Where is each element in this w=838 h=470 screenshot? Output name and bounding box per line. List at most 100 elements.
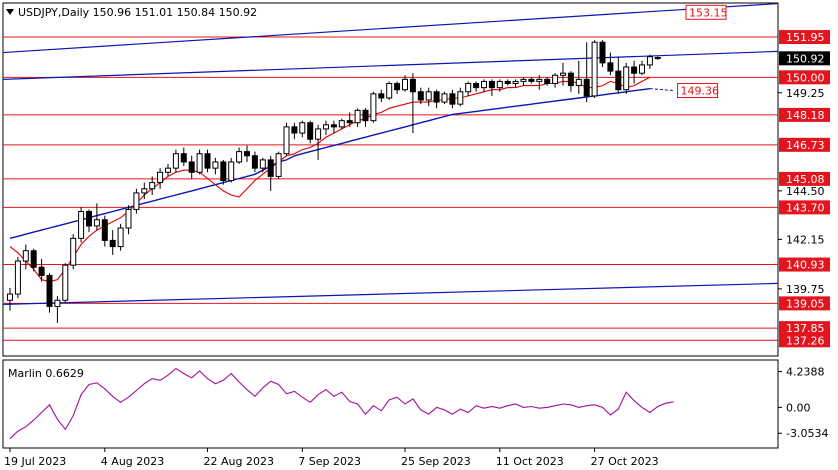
price-tag-label: 151.95 xyxy=(786,31,825,44)
price-tag-bg xyxy=(779,333,830,348)
chart-title: USDJPY,Daily 150.96 151.01 150.84 150.92 xyxy=(18,6,257,19)
candle-bear xyxy=(244,151,250,157)
candle-bull xyxy=(496,80,503,89)
candle-bull xyxy=(22,250,29,262)
price-tag-label: 150.00 xyxy=(786,71,825,84)
candle-bull xyxy=(370,93,377,122)
candle-bull xyxy=(157,171,164,184)
candle-bear xyxy=(394,83,401,91)
candle-bear xyxy=(291,126,298,134)
current-price-label: 150.92 xyxy=(786,52,825,65)
current-price-bg xyxy=(779,51,830,66)
indicator-label: -3.0534 xyxy=(786,427,828,440)
price-tag-bg xyxy=(779,321,830,336)
candle-bull xyxy=(196,153,203,173)
candle-bear xyxy=(109,239,116,248)
time-label: 19 Jul 2023 xyxy=(4,455,66,468)
candle-bull xyxy=(575,78,582,87)
candle-bull xyxy=(125,208,132,229)
candle-bull xyxy=(441,93,448,103)
candle-bear xyxy=(378,93,385,99)
indicator-title: Marlin 0.6629 xyxy=(8,367,84,380)
candle-bear xyxy=(307,122,314,140)
candle-bear xyxy=(417,91,424,101)
price-tag-label: 139.05 xyxy=(786,297,825,310)
candle-bull xyxy=(402,78,408,91)
candle-bull xyxy=(172,153,179,169)
candle-bear xyxy=(654,56,661,59)
candle-bear xyxy=(599,41,606,64)
candle-bull xyxy=(133,192,140,210)
price-tag-label: 146.73 xyxy=(786,139,825,152)
marlin-line xyxy=(9,367,674,440)
candle-bear xyxy=(46,274,53,307)
price-tag-label: 145.08 xyxy=(786,173,825,186)
candle-bear xyxy=(330,124,337,128)
candle-bull xyxy=(386,83,393,99)
candle-bull xyxy=(465,83,472,93)
marlin-indicator-panel[interactable] xyxy=(2,359,779,449)
candle-bull xyxy=(283,126,290,155)
candle-bull xyxy=(520,78,527,82)
candle-bear xyxy=(180,153,187,163)
candle-bear xyxy=(528,78,535,82)
candle-bull xyxy=(425,91,432,101)
price-tag-bg xyxy=(779,200,830,215)
price-tag-bg xyxy=(779,171,830,186)
channel-upper-line xyxy=(2,2,779,54)
annotation-box xyxy=(677,83,719,99)
time-axis: 19 Jul 2023 4 Aug 2023 22 Aug 2023 7 Sep 20… xyxy=(4,448,659,468)
time-label: 27 Oct 2023 xyxy=(591,455,659,468)
candle-bear xyxy=(101,219,108,241)
indicator-label: 0.00 xyxy=(786,401,811,414)
candle-bear xyxy=(583,78,590,97)
candle-bull xyxy=(212,161,219,169)
time-label: 11 Oct 2023 xyxy=(496,455,564,468)
candle-bull xyxy=(323,124,329,130)
candle-bull xyxy=(236,151,243,163)
candle-bull xyxy=(646,56,653,66)
candle-bear xyxy=(544,78,551,85)
candle-bear xyxy=(473,83,480,89)
candle-bull xyxy=(481,80,487,89)
candle-bear xyxy=(346,120,353,124)
main-price-panel[interactable]: 153.15 149.36 xyxy=(2,2,779,357)
price-tag-label: 148.18 xyxy=(786,109,825,122)
candle-bear xyxy=(362,109,369,122)
candle-bull xyxy=(7,293,13,301)
candle-bull xyxy=(228,161,235,182)
price-label: 144.50 xyxy=(786,185,825,198)
candle-bull xyxy=(338,120,345,128)
price-axis: 151.95 150.92 150.00 149.25 148.18 146.73 145.… xyxy=(778,30,830,440)
ma-blue-projection xyxy=(649,88,674,92)
candle-bear xyxy=(504,80,511,85)
candle-bear xyxy=(204,153,211,169)
annotation-label: 149.36 xyxy=(681,85,720,98)
annotation-box xyxy=(685,4,727,20)
channel-lower-line xyxy=(2,282,779,305)
price-tag-label: 137.26 xyxy=(786,334,825,347)
candle-bull xyxy=(117,227,124,248)
chart-menu-triangle-icon[interactable] xyxy=(6,9,14,15)
candle-bull xyxy=(457,91,464,105)
price-tag-bg xyxy=(779,30,830,45)
time-label: 25 Sep 2023 xyxy=(401,455,471,468)
candle-bear xyxy=(188,161,195,173)
candle-bear xyxy=(409,78,416,93)
channel-mid-line xyxy=(2,50,779,80)
candle-bear xyxy=(567,72,574,87)
main-panel-frame xyxy=(2,2,779,357)
candle-bull xyxy=(591,41,598,97)
candle-bull xyxy=(552,74,559,85)
time-label: 7 Sep 2023 xyxy=(298,455,361,468)
candle-bull xyxy=(536,78,543,82)
candle-bear xyxy=(251,155,258,169)
candle-bull xyxy=(62,264,69,301)
ma-blue-line xyxy=(9,88,650,239)
price-tag-label: 140.93 xyxy=(786,259,825,272)
time-label: 22 Aug 2023 xyxy=(204,455,274,468)
candle-bull xyxy=(70,237,77,266)
price-tag-bg xyxy=(779,137,830,152)
candle-bear xyxy=(38,266,45,276)
